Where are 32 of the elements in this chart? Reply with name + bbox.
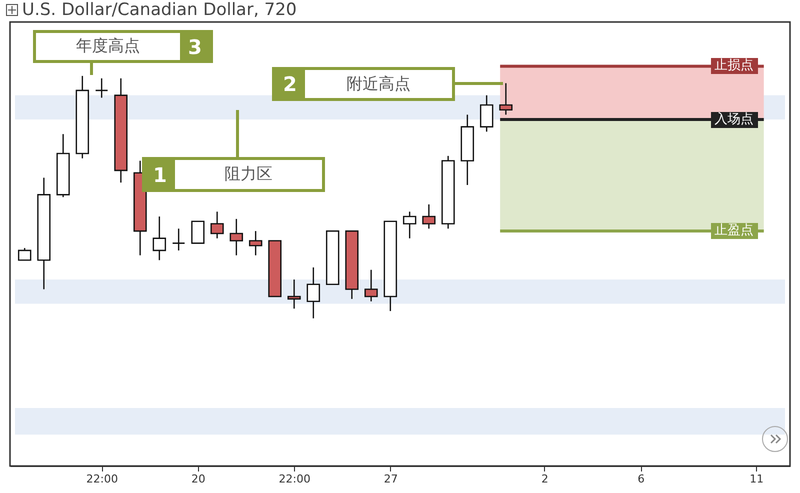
x-tick-label: 22:00 [86, 472, 118, 486]
candlestick [306, 266, 320, 319]
annotation: 2 [275, 70, 305, 98]
candlestick [94, 78, 108, 98]
ref-line-label: 入场点 [710, 112, 758, 128]
candlestick [499, 82, 513, 116]
x-tick-label: 22:00 [278, 472, 310, 486]
annotation: 附近高点 [346, 74, 412, 94]
x-tick-label: 27 [384, 472, 398, 486]
candlestick [210, 211, 224, 239]
annotation: 1 [145, 160, 175, 189]
text: 年度高点 [75, 36, 141, 57]
x-tick-label: 11 [750, 472, 764, 486]
candlestick [402, 211, 416, 239]
candlestick [422, 204, 436, 230]
candlestick [364, 269, 378, 302]
candlestick [172, 228, 186, 252]
x-tick-label: 20 [191, 472, 206, 486]
candlestick [230, 218, 244, 256]
candlestick [480, 94, 494, 132]
candlestick [152, 216, 166, 261]
candlestick [248, 230, 262, 256]
chart-title: U.S. Dollar/Canadian Dollar, 720 [22, 0, 297, 20]
x-tick-label: 6 [638, 472, 645, 486]
candlestick [18, 247, 32, 261]
x-tick-label: 2 [541, 472, 548, 486]
ref-line-label: 止盈点 [710, 223, 758, 240]
candlestick [191, 220, 205, 244]
candlestick [287, 278, 301, 310]
ref-line-label: 止损点 [710, 58, 758, 74]
text: 3 [180, 33, 210, 60]
annotation: 阻力区 [224, 164, 274, 185]
